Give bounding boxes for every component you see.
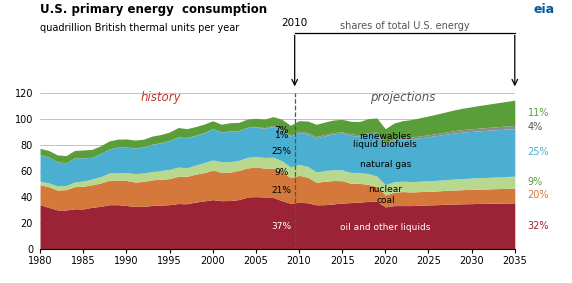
- Text: natural gas: natural gas: [360, 160, 411, 169]
- Text: eia: eia: [534, 3, 555, 16]
- Text: 37%: 37%: [272, 222, 292, 231]
- Text: quadrillion British thermal units per year: quadrillion British thermal units per ye…: [40, 23, 239, 33]
- Text: 7%: 7%: [275, 126, 289, 135]
- Text: 2010: 2010: [281, 18, 308, 28]
- Text: 1%: 1%: [275, 131, 289, 140]
- Text: liquid biofuels: liquid biofuels: [353, 140, 417, 149]
- Text: 25%: 25%: [528, 147, 549, 157]
- Text: projections: projections: [370, 91, 435, 104]
- Text: 32%: 32%: [528, 221, 549, 231]
- Text: 21%: 21%: [272, 186, 292, 195]
- Text: 11%: 11%: [528, 108, 549, 118]
- Text: nuclear: nuclear: [368, 185, 402, 194]
- Text: history: history: [141, 91, 181, 104]
- Text: coal: coal: [376, 196, 395, 205]
- Text: oil and other liquids: oil and other liquids: [340, 224, 431, 232]
- Text: 20%: 20%: [528, 190, 549, 200]
- Text: shares of total U.S. energy: shares of total U.S. energy: [340, 21, 470, 31]
- Text: 9%: 9%: [528, 177, 543, 187]
- Text: 4%: 4%: [528, 122, 543, 132]
- Text: 25%: 25%: [272, 147, 292, 156]
- Text: U.S. primary energy  consumption: U.S. primary energy consumption: [40, 3, 267, 16]
- Text: 9%: 9%: [275, 168, 289, 177]
- Text: renewables: renewables: [359, 132, 411, 141]
